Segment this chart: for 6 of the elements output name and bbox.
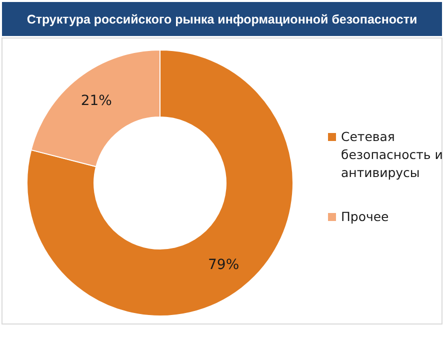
data-label: 79%	[208, 256, 240, 273]
legend-label: Прочее	[341, 209, 390, 224]
donut-slice	[26, 50, 294, 316]
chart-title: Структура российского рынка информационной безопасности	[26, 12, 418, 26]
data-label: 21%	[80, 92, 112, 109]
legend-label: Сетевая безопасность и антивирусы	[341, 129, 443, 180]
